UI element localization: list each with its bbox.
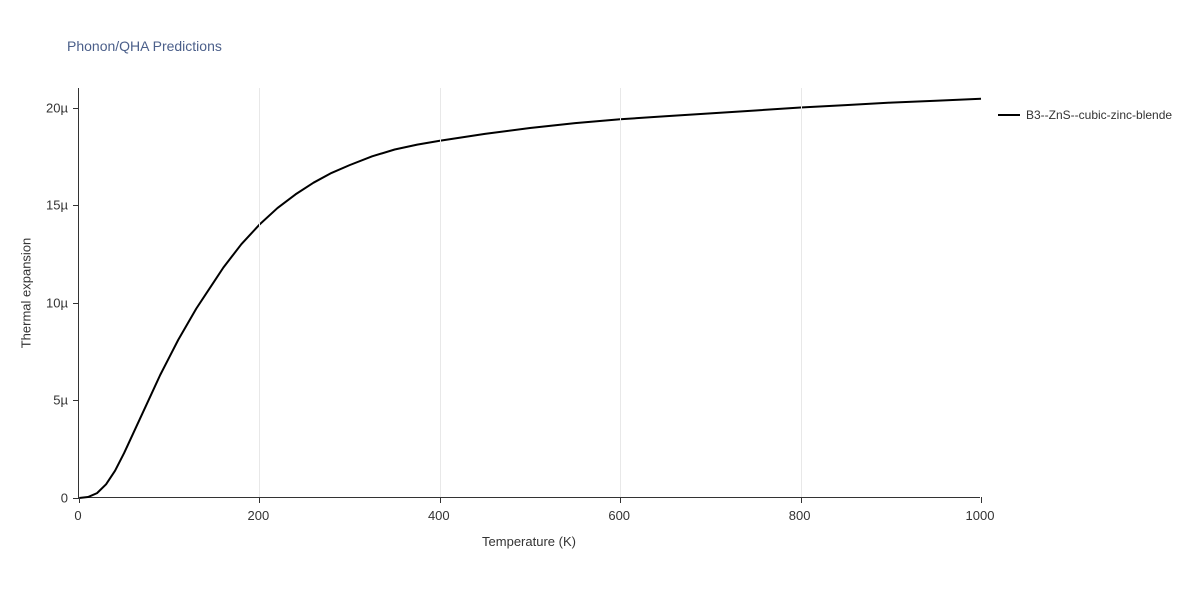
grid-line	[801, 88, 802, 497]
grid-line	[620, 88, 621, 497]
x-tick	[259, 497, 260, 503]
x-tick-label: 1000	[966, 508, 995, 523]
grid-line	[440, 88, 441, 497]
y-tick-label: 5µ	[53, 393, 68, 408]
x-tick	[79, 497, 80, 503]
y-tick-label: 0	[61, 491, 68, 506]
x-tick-label: 200	[248, 508, 270, 523]
x-tick-label: 800	[789, 508, 811, 523]
series-line	[79, 88, 981, 498]
legend: B3--ZnS--cubic-zinc-blende	[998, 108, 1172, 122]
x-tick	[801, 497, 802, 503]
x-tick	[981, 497, 982, 503]
x-tick-label: 0	[74, 508, 81, 523]
x-axis-label: Temperature (K)	[482, 534, 576, 549]
y-axis-label: Thermal expansion	[19, 238, 34, 349]
y-tick-label: 10µ	[46, 295, 68, 310]
y-tick-label: 15µ	[46, 198, 68, 213]
y-tick	[73, 498, 79, 499]
x-tick-label: 400	[428, 508, 450, 523]
x-tick-label: 600	[608, 508, 630, 523]
y-tick	[73, 108, 79, 109]
y-tick	[73, 400, 79, 401]
y-tick	[73, 205, 79, 206]
grid-line	[259, 88, 260, 497]
x-tick	[620, 497, 621, 503]
plot-area	[78, 88, 980, 498]
legend-label: B3--ZnS--cubic-zinc-blende	[1026, 108, 1172, 122]
legend-swatch	[998, 114, 1020, 116]
y-tick-label: 20µ	[46, 100, 68, 115]
x-tick	[440, 497, 441, 503]
chart-title: Phonon/QHA Predictions	[67, 38, 222, 54]
y-tick	[73, 303, 79, 304]
